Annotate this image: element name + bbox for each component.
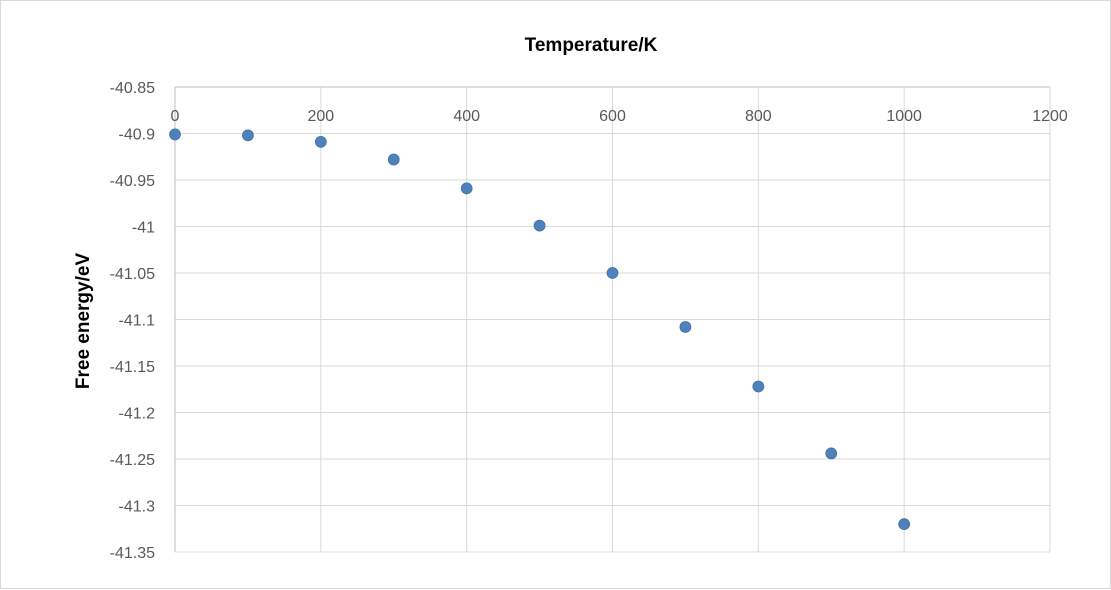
- x-tick-label: 1200: [1032, 108, 1068, 125]
- y-tick-label: -41.1: [119, 313, 156, 330]
- y-tick-label: -41.35: [110, 545, 155, 562]
- x-tick-label: 600: [599, 108, 626, 125]
- x-tick-label: 800: [745, 108, 772, 125]
- data-point: [460, 182, 473, 195]
- data-point: [606, 267, 619, 279]
- data-point: [679, 321, 692, 333]
- y-tick-label: -41.2: [119, 406, 156, 423]
- gridlines: [174, 86, 1051, 553]
- axes: [174, 86, 1050, 552]
- x-tick-labels: 0 200 400 600 800 1000 1200: [171, 108, 1068, 125]
- y-tick-label: -41.25: [110, 452, 155, 469]
- y-tick-label: -41.3: [119, 499, 156, 516]
- x-tick-label: 200: [307, 108, 334, 125]
- x-tick-label: 1000: [886, 108, 922, 125]
- y-tick-label: -40.95: [110, 173, 155, 190]
- y-tick-label: -41.15: [110, 359, 155, 376]
- y-axis-title: Free energy/eV: [73, 253, 94, 390]
- y-tick-labels: -40.85 -40.9 -40.95 -41 -41.05 -41.1 -41.15 -41…: [110, 80, 155, 562]
- data-point: [533, 219, 546, 232]
- data-point: [387, 153, 400, 166]
- y-tick-label: -41: [132, 220, 155, 237]
- data-point: [242, 129, 254, 142]
- x-tick-label: 0: [171, 108, 180, 125]
- x-axis-title: Temperature/K: [525, 35, 658, 56]
- y-tick-label: -40.85: [110, 80, 155, 97]
- x-tick-label: 400: [453, 108, 480, 125]
- data-point: [752, 380, 765, 393]
- y-tick-label: -41.05: [110, 266, 155, 283]
- data-point: [898, 518, 911, 530]
- data-point: [825, 447, 838, 460]
- data-points: [169, 128, 911, 530]
- data-point: [169, 128, 181, 141]
- y-tick-label: -40.9: [119, 127, 156, 144]
- data-point: [314, 135, 327, 148]
